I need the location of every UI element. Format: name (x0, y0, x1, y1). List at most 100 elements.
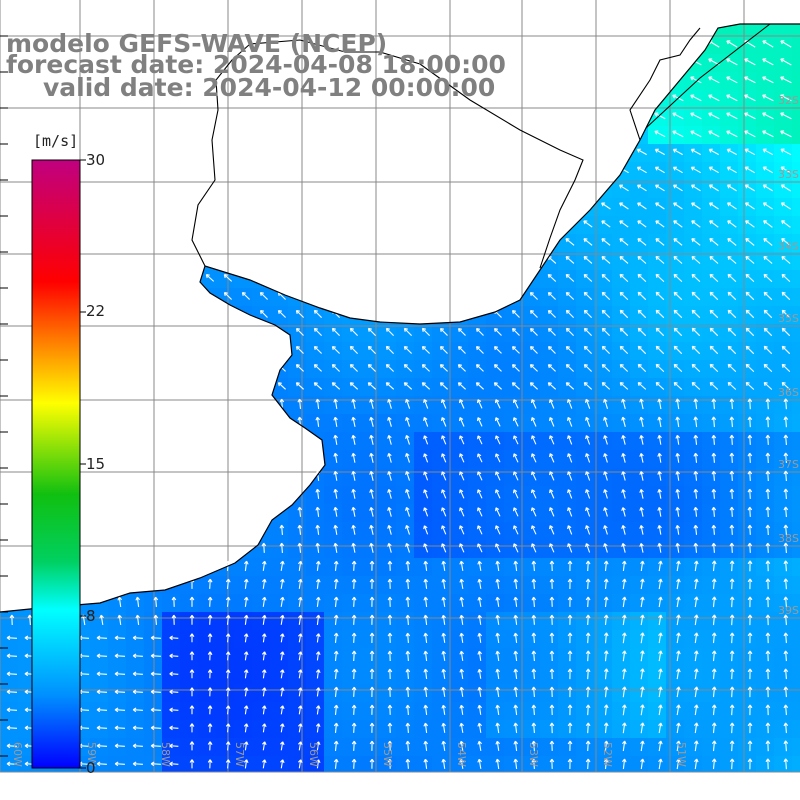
wind-speed-cell (612, 666, 631, 685)
wind-speed-cell (324, 432, 343, 451)
wind-speed-cell (414, 720, 433, 739)
wind-arrow (783, 632, 789, 644)
wind-arrow (531, 668, 537, 680)
wind-speed-cell (396, 648, 415, 667)
wind-speed-cell (504, 414, 523, 433)
wind-speed-cell (288, 684, 307, 703)
wind-speed-cell (792, 540, 800, 559)
wind-speed-cell (702, 684, 721, 703)
wind-speed-cell (666, 504, 685, 523)
wind-arrow (495, 525, 501, 535)
wind-speed-cell (738, 522, 757, 541)
wind-arrow (763, 291, 773, 301)
wind-speed-cell (360, 432, 379, 451)
wind-speed-cell (792, 468, 800, 487)
wind-arrow (783, 578, 789, 590)
wind-arrow (744, 58, 756, 66)
wind-arrow (457, 382, 466, 390)
wind-arrow (171, 614, 177, 625)
wind-speed-cell (684, 630, 703, 649)
wind-speed-cell (342, 684, 361, 703)
wind-speed-cell (612, 468, 631, 487)
wind-arrow (640, 704, 645, 716)
wind-speed-cell (648, 486, 667, 505)
wind-speed-cell (342, 720, 361, 739)
wind-arrow (765, 506, 771, 518)
wind-arrow (658, 686, 663, 698)
wind-arrow (459, 650, 465, 661)
wind-arrow (565, 238, 575, 246)
wind-speed-cell (774, 702, 793, 721)
wind-speed-cell (432, 378, 451, 397)
wind-speed-cell (522, 288, 541, 307)
wind-speed-cell (594, 252, 613, 271)
wind-speed-cell (288, 522, 307, 541)
wind-arrow (726, 148, 738, 156)
wind-speed-cell (360, 720, 379, 739)
wind-speed-cell (234, 720, 253, 739)
wind-arrow (621, 578, 627, 590)
wind-arrow (693, 398, 699, 410)
wind-arrow (349, 363, 358, 372)
wind-speed-cell (756, 558, 775, 577)
wind-arrow (387, 740, 393, 751)
wind-speed-cell (558, 234, 577, 253)
longitude-label: 54W (455, 742, 468, 767)
wind-arrow (295, 382, 304, 390)
wind-arrow (150, 707, 161, 713)
wind-arrow (621, 650, 627, 662)
wind-speed-cell (738, 666, 757, 685)
wind-speed-cell (720, 144, 739, 163)
wind-arrow (676, 578, 681, 590)
wind-speed-cell (234, 288, 253, 307)
wind-arrow (567, 453, 573, 463)
wind-speed-cell (558, 486, 577, 505)
wind-speed-cell (666, 540, 685, 559)
wind-arrow (747, 722, 753, 734)
wind-speed-cell (540, 450, 559, 469)
wind-arrow (676, 740, 681, 752)
wind-arrow (441, 453, 447, 463)
wind-speed-cell (738, 594, 757, 613)
wind-arrow (441, 650, 447, 661)
wind-arrow (690, 94, 702, 102)
wind-speed-cell (684, 90, 703, 109)
wind-arrow (279, 578, 285, 589)
wind-arrow (369, 704, 375, 715)
wind-speed-cell (486, 504, 505, 523)
wind-arrow (441, 722, 447, 733)
wind-speed-cell (684, 270, 703, 289)
wind-arrow (459, 632, 465, 643)
wind-speed-cell (342, 558, 361, 577)
wind-arrow (765, 542, 771, 553)
wind-arrow (619, 291, 629, 300)
wind-speed-cell (342, 450, 361, 469)
wind-arrow (493, 382, 502, 390)
wind-arrow (315, 416, 321, 427)
wind-arrow (658, 722, 663, 734)
wind-arrow (333, 524, 339, 535)
wind-speed-cell (486, 432, 505, 451)
wind-speed-cell (378, 522, 397, 541)
wind-speed-cell (432, 594, 451, 613)
wind-arrow (169, 743, 179, 749)
wind-speed-cell (756, 108, 775, 127)
wind-arrow (549, 686, 555, 698)
wind-arrow (513, 578, 519, 589)
wind-arrow (351, 614, 357, 625)
wind-arrow (690, 76, 702, 84)
wind-arrow (459, 507, 465, 517)
wind-arrow (441, 489, 447, 499)
wind-arrow (691, 291, 701, 301)
wind-speed-cell (342, 666, 361, 685)
wind-speed-cell (792, 252, 800, 271)
wind-arrow (639, 489, 644, 499)
wind-speed-cell (360, 702, 379, 721)
wind-speed-cell (450, 378, 469, 397)
wind-speed-cell (450, 396, 469, 415)
wind-arrow (297, 669, 303, 679)
wind-arrow (225, 614, 231, 625)
wind-speed-cell (486, 342, 505, 361)
wind-arrow (601, 363, 611, 372)
wind-speed-cell (720, 540, 739, 559)
